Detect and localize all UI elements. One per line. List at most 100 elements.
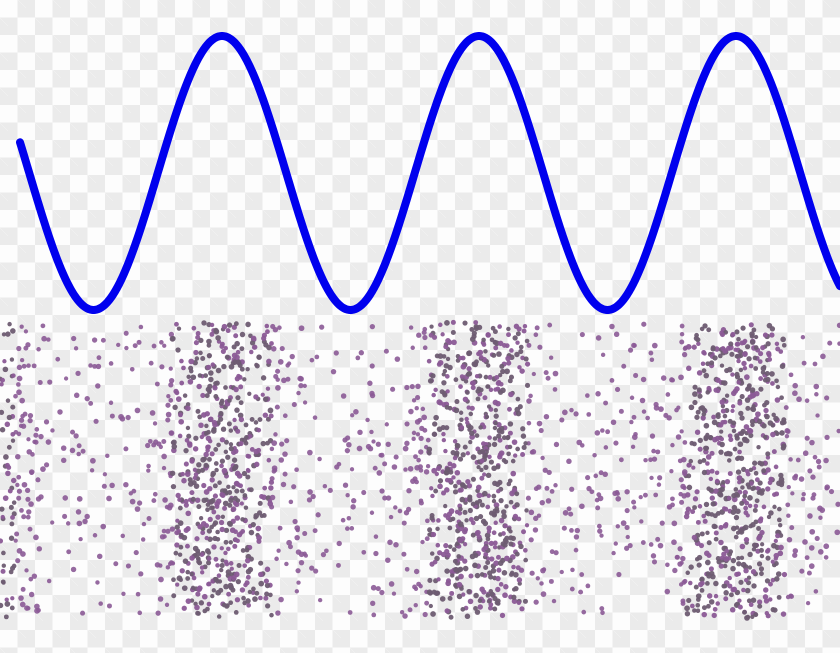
spike-dot	[678, 374, 684, 381]
spike-dot	[739, 340, 745, 346]
spike-dot	[700, 361, 706, 367]
spike-dot	[739, 555, 745, 561]
spike-dot	[744, 615, 750, 621]
spike-dot	[184, 471, 191, 477]
spike-dot	[715, 556, 721, 562]
spike-dot	[196, 383, 202, 390]
spike-dot	[462, 444, 468, 450]
spike-dot	[755, 411, 761, 418]
spike-dot	[277, 525, 283, 531]
spike-dot	[775, 384, 781, 390]
spike-dot	[349, 526, 355, 531]
spike-dot	[182, 393, 188, 398]
spike-dot	[515, 565, 521, 571]
spike-dot	[411, 398, 417, 403]
spike-dot	[437, 550, 443, 556]
spike-dot	[206, 456, 212, 462]
spike-dot	[268, 413, 274, 419]
spike-dot	[493, 407, 499, 413]
spike-dot	[498, 340, 504, 347]
sine-wave-line	[16, 32, 840, 314]
spike-dot	[786, 484, 791, 490]
spike-dot	[685, 506, 692, 512]
spike-dot	[779, 395, 784, 401]
spike-dot	[536, 420, 543, 427]
spike-dot	[696, 562, 702, 568]
spike-dot	[134, 407, 141, 414]
spike-dot	[746, 356, 752, 362]
spike-dot	[735, 456, 740, 462]
spike-dot	[178, 412, 183, 418]
spike-dot	[719, 436, 725, 442]
spike-dot	[804, 435, 810, 441]
spike-dot	[486, 493, 491, 498]
spike-dot	[118, 413, 124, 420]
spike-dot	[95, 580, 100, 585]
spike-dot	[686, 597, 692, 604]
spike-dot	[712, 355, 718, 361]
spike-dot	[279, 346, 285, 352]
spike-dot	[748, 432, 754, 439]
spike-dot	[330, 368, 337, 375]
spike-dot	[420, 539, 425, 545]
spike-dot	[418, 468, 424, 473]
spike-dot	[613, 541, 618, 546]
spike-dot	[224, 439, 229, 445]
spike-dot	[497, 560, 504, 566]
spike-dot	[719, 486, 725, 493]
spike-dot	[245, 321, 251, 328]
spike-dot	[679, 429, 684, 434]
spike-dot	[243, 505, 249, 510]
spike-dot	[719, 363, 725, 368]
spike-dot	[41, 335, 47, 342]
spike-dot	[213, 327, 219, 334]
spike-dot	[675, 554, 680, 560]
spike-dot	[496, 554, 501, 560]
spike-dot	[169, 470, 176, 477]
spike-dot	[643, 492, 648, 498]
spike-dot	[19, 357, 25, 363]
spike-dot	[463, 484, 468, 490]
spike-dot	[244, 435, 249, 440]
spike-dot	[179, 532, 184, 538]
spike-dot	[404, 421, 410, 427]
spike-dot	[28, 501, 34, 507]
spike-dot	[631, 499, 637, 505]
spike-dot	[183, 502, 189, 508]
spike-dot	[491, 441, 498, 448]
spike-dot	[653, 401, 659, 408]
spike-dot	[548, 578, 554, 584]
spike-dot	[600, 610, 605, 616]
spike-dot	[196, 462, 202, 468]
spike-dot	[748, 322, 754, 328]
spike-dot	[437, 478, 444, 484]
spike-dot	[809, 439, 815, 446]
spike-dot	[274, 556, 279, 562]
spike-dot	[664, 588, 671, 595]
spike-dot	[481, 337, 486, 343]
spike-dot	[264, 323, 270, 329]
spike-dot	[241, 595, 246, 601]
spike-dot	[715, 601, 721, 606]
spike-dot	[69, 447, 76, 454]
spike-dot	[475, 529, 481, 536]
spike-dot	[151, 498, 157, 504]
spike-dot	[596, 492, 602, 498]
spike-dot	[553, 550, 559, 556]
spike-dot	[307, 449, 313, 456]
spike-dot	[171, 577, 176, 583]
spike-dot	[738, 455, 745, 461]
spike-dot	[108, 400, 114, 405]
spike-dot	[614, 386, 621, 393]
spike-dot	[407, 607, 413, 613]
spike-dot	[648, 457, 653, 463]
spike-dot	[419, 425, 425, 431]
spike-dot	[227, 502, 233, 508]
spike-dot	[277, 359, 284, 365]
spike-dot	[276, 548, 281, 553]
spike-dot	[495, 575, 501, 582]
spike-dot	[217, 480, 222, 485]
spike-dot	[574, 527, 581, 534]
spike-dot	[16, 474, 22, 480]
spike-dot	[226, 484, 231, 490]
